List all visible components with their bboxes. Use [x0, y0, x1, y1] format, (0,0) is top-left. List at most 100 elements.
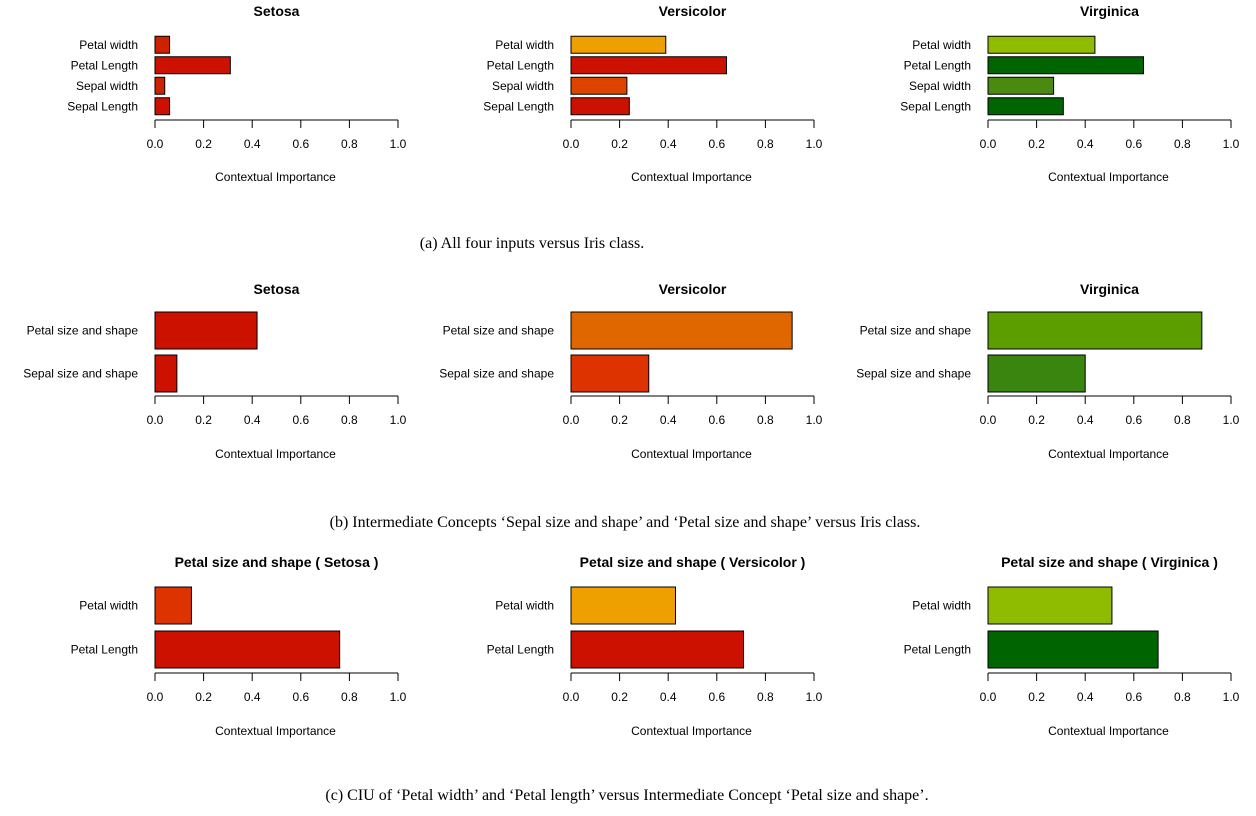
- chart-title: Versicolor: [659, 3, 727, 19]
- tick-label: 0.8: [1174, 137, 1191, 151]
- tick-label: 0.4: [660, 690, 677, 704]
- bar: [570, 630, 745, 669]
- tick-label: 0.2: [195, 413, 212, 427]
- category-label: Sepal width: [76, 79, 138, 93]
- category-label: Sepal size and shape: [23, 367, 138, 381]
- tick-label: 0.4: [1077, 413, 1094, 427]
- chart-title: Virginica: [1080, 281, 1139, 297]
- tick-label: 0.8: [341, 690, 358, 704]
- tick-label: 0.8: [757, 137, 774, 151]
- chart-title: Versicolor: [659, 281, 727, 297]
- tick-label: 1.0: [1223, 690, 1240, 704]
- tick-label: 0.8: [1174, 690, 1191, 704]
- category-label: Petal size and shape: [27, 324, 139, 338]
- tick-label: 0.6: [1125, 413, 1142, 427]
- chart-panel-c-setosa: Petal size and shape ( Setosa ) Petal wid…: [71, 554, 407, 738]
- tick-label: 1.0: [806, 137, 823, 151]
- bar: [570, 56, 728, 75]
- bar: [987, 35, 1096, 54]
- tick-label: 0.6: [1125, 690, 1142, 704]
- bar: [154, 35, 171, 54]
- caption-a: (a) All four inputs versus Iris class.: [420, 235, 644, 252]
- tick-label: 0.6: [292, 137, 309, 151]
- tick-label: 0.2: [1028, 137, 1045, 151]
- tick-label: 0.2: [195, 137, 212, 151]
- chart-panel-b-setosa: Setosa Petal size and shape Sepal size and…: [23, 281, 406, 461]
- category-label: Petal size and shape: [443, 324, 555, 338]
- x-axis-label: Contextual Importance: [631, 170, 752, 184]
- chart-title: Setosa: [254, 3, 300, 19]
- tick-label: 0.6: [1125, 137, 1142, 151]
- tick-label: 0.6: [708, 413, 725, 427]
- tick-label: 0.6: [292, 413, 309, 427]
- chart-title: Virginica: [1080, 3, 1139, 19]
- tick-label: 0.2: [611, 690, 628, 704]
- category-label: Petal Length: [487, 643, 554, 657]
- tick-label: 0.8: [757, 413, 774, 427]
- category-label: Petal Length: [487, 58, 554, 72]
- chart-panel-c-versicolor: Petal size and shape ( Versicolor ) Petal…: [487, 554, 823, 738]
- bar: [154, 630, 341, 669]
- category-label: Petal width: [912, 599, 971, 613]
- category-label: Petal width: [912, 38, 971, 52]
- chart-title: Petal size and shape ( Setosa ): [175, 554, 379, 570]
- tick-label: 0.0: [147, 413, 164, 427]
- chart-panel-b-virginica: Virginica Petal size and shape Sepal size …: [856, 281, 1239, 461]
- tick-label: 1.0: [806, 690, 823, 704]
- category-label: Petal size and shape: [860, 324, 972, 338]
- category-label: Petal Length: [904, 643, 971, 657]
- bar: [987, 97, 1064, 116]
- category-label: Sepal size and shape: [856, 367, 971, 381]
- tick-label: 0.6: [708, 690, 725, 704]
- chart-panel-c-virginica: Petal size and shape ( Virginica ) Petal …: [904, 554, 1240, 738]
- bar: [570, 311, 793, 350]
- bar: [987, 56, 1145, 75]
- bar: [570, 97, 630, 116]
- x-axis-label: Contextual Importance: [631, 447, 752, 461]
- chart-panels: Setosa Petal width Petal Length Sepal width…: [23, 3, 1239, 738]
- bar: [987, 76, 1055, 95]
- x-axis-label: Contextual Importance: [215, 447, 336, 461]
- x-axis-label: Contextual Importance: [1048, 724, 1169, 738]
- bar: [987, 630, 1159, 669]
- category-label: Petal width: [79, 38, 138, 52]
- tick-label: 0.6: [708, 137, 725, 151]
- bar: [570, 76, 628, 95]
- bar: [154, 586, 192, 625]
- tick-label: 0.0: [147, 690, 164, 704]
- tick-label: 0.2: [1028, 413, 1045, 427]
- tick-label: 0.4: [1077, 137, 1094, 151]
- chart-panel-a-virginica: Virginica Petal width Petal Length Sepal wi…: [900, 3, 1239, 184]
- category-label: Sepal Length: [900, 99, 971, 113]
- bar: [987, 354, 1086, 393]
- tick-label: 0.0: [563, 413, 580, 427]
- caption-b: (b) Intermediate Concepts ‘Sepal size an…: [330, 514, 921, 531]
- tick-label: 0.0: [980, 413, 997, 427]
- tick-label: 0.4: [244, 413, 261, 427]
- category-label: Petal width: [495, 599, 554, 613]
- tick-label: 0.0: [147, 137, 164, 151]
- tick-label: 0.4: [660, 137, 677, 151]
- chart-panel-a-versicolor: Versicolor Petal width Petal Length Sepal w…: [483, 3, 822, 184]
- x-axis-label: Contextual Importance: [631, 724, 752, 738]
- category-label: Petal Length: [71, 58, 138, 72]
- tick-label: 0.4: [1077, 690, 1094, 704]
- tick-label: 0.4: [660, 413, 677, 427]
- category-label: Petal Length: [71, 643, 138, 657]
- bar: [154, 56, 231, 75]
- tick-label: 0.6: [292, 690, 309, 704]
- bar: [570, 586, 676, 625]
- x-axis-label: Contextual Importance: [1048, 447, 1169, 461]
- caption-c: (c) CIU of ‘Petal width’ and ‘Petal leng…: [325, 787, 928, 804]
- tick-label: 0.8: [341, 137, 358, 151]
- category-label: Sepal width: [492, 79, 554, 93]
- chart-panel-b-versicolor: Versicolor Petal size and shape Sepal size…: [439, 281, 822, 461]
- chart-title: Petal size and shape ( Virginica ): [1001, 554, 1218, 570]
- tick-label: 0.4: [244, 137, 261, 151]
- tick-label: 0.2: [1028, 690, 1045, 704]
- tick-label: 0.2: [195, 690, 212, 704]
- tick-label: 1.0: [1223, 137, 1240, 151]
- bar: [154, 97, 171, 116]
- x-axis-label: Contextual Importance: [215, 170, 336, 184]
